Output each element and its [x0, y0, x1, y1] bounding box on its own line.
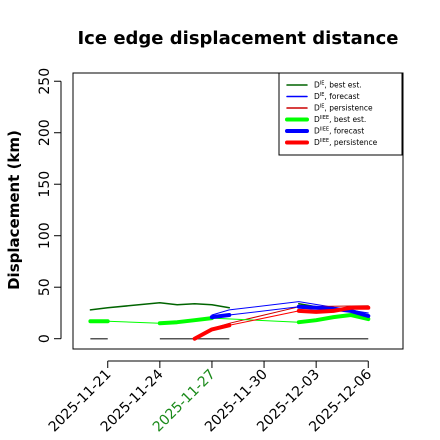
y-tick-label: 200	[37, 119, 53, 146]
series-line-DIE-best	[89, 301, 231, 311]
series-line-DIIEE-persistence	[228, 310, 300, 326]
legend-box	[278, 72, 403, 156]
legend: DIE, best est. DIE, forecast DIE, persiste…	[278, 72, 403, 156]
legend-label: DIE, best est.	[314, 81, 362, 90]
series-line-DIIEE-forecast	[228, 306, 300, 316]
series-line-DIIEE-persistence	[192, 323, 232, 341]
series-line-DIIEE-forecast	[296, 304, 371, 318]
y-axis-label: Displacement (km)	[5, 130, 23, 290]
legend-label: DIIEE, forecast	[314, 127, 364, 136]
y-tick-label: 150	[37, 171, 53, 198]
series-line-DIIEE-best	[157, 316, 214, 326]
y-tick-label: 50	[37, 278, 53, 296]
legend-label: DIE, forecast	[314, 92, 360, 101]
series-line-DIIEE-best	[296, 313, 371, 325]
legend-label: DIE, persistence	[314, 104, 373, 113]
y-tick-label: 250	[37, 68, 53, 95]
y-tick-label: 0	[37, 334, 53, 343]
plot-frame	[72, 72, 404, 350]
y-tick-label: 100	[37, 222, 53, 249]
series-line-DIIEE-persistence	[296, 305, 371, 314]
legend-label: DIIEE, persistence	[314, 138, 378, 147]
legend-label: DIIEE, best est.	[314, 115, 366, 124]
series-line-DIIEE-forecast	[209, 313, 232, 320]
x-axis: 2025-11-212025-11-242025-11-272025-11-30…	[46, 360, 375, 435]
series-line-DIIEE-best	[107, 320, 161, 324]
y-axis: 0 50 100 150 200 250	[37, 68, 62, 343]
series-group	[88, 301, 371, 341]
chart-title: Ice edge displacement distance	[77, 28, 398, 49]
